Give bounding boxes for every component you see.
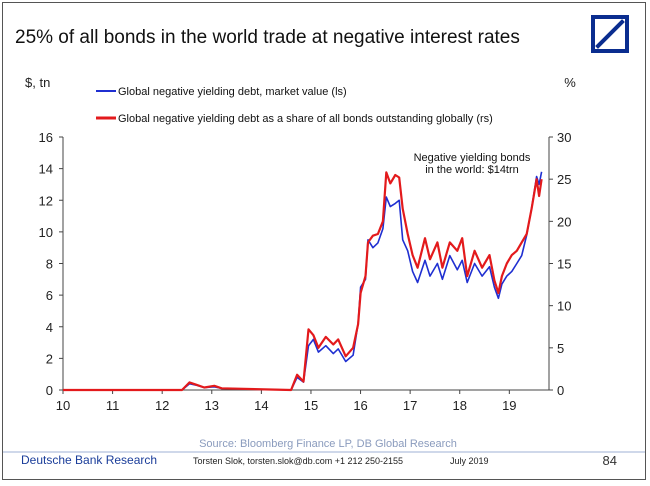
y-left-tick-label: 16	[39, 130, 53, 145]
x-tick-label: 18	[453, 398, 467, 413]
y-left-tick-label: 14	[39, 162, 53, 177]
annotation-text: in the world: $14trn	[425, 164, 519, 176]
y-left-tick-label: 8	[46, 257, 53, 272]
y-right-tick-label: 30	[557, 130, 571, 145]
page-number: 84	[603, 453, 617, 468]
series-group	[63, 172, 542, 390]
x-tick-label: 13	[205, 398, 219, 413]
y-right-axis-label: %	[564, 75, 576, 90]
y-left-tick-label: 6	[46, 288, 53, 303]
x-tick-label: 17	[403, 398, 417, 413]
y-left-tick-label: 12	[39, 193, 53, 208]
y-left-tick-label: 2	[46, 351, 53, 366]
y-left-axis-label: $, tn	[25, 75, 50, 90]
series-line-market-value	[63, 172, 542, 390]
footer-org: Deutsche Bank Research	[21, 453, 157, 467]
y-right-tick-label: 10	[557, 299, 571, 314]
legend-label: Global negative yielding debt as a share…	[118, 113, 493, 125]
legend-label: Global negative yielding debt, market va…	[118, 86, 347, 98]
axes-group	[3, 137, 646, 452]
x-tick-label: 11	[106, 398, 120, 413]
x-tick-label: 10	[56, 398, 70, 413]
series-line-share	[63, 172, 542, 390]
labels-group: 10 11 12 13 14 15 16 17 18 19 0 2 4 6 8 10 12 14 16 0 5 10 15 2…	[25, 75, 576, 450]
annotation-text: Negative yielding bonds	[414, 152, 531, 164]
x-tick-label: 14	[254, 398, 268, 413]
y-right-tick-label: 25	[557, 172, 571, 187]
y-right-tick-label: 0	[557, 383, 564, 398]
y-right-tick-label: 5	[557, 341, 564, 356]
y-left-tick-label: 10	[39, 225, 53, 240]
footer-date: July 2019	[450, 456, 489, 466]
footer-contact: Torsten Slok, torsten.slok@db.com +1 212…	[193, 456, 403, 466]
x-tick-label: 15	[304, 398, 318, 413]
y-right-tick-label: 20	[557, 214, 571, 229]
chart-page: 25% of all bonds in the world trade at n…	[2, 2, 646, 480]
y-left-tick-label: 4	[46, 320, 53, 335]
x-tick-label: 19	[502, 398, 516, 413]
y-right-tick-label: 15	[557, 257, 571, 272]
chart-svg: 10 11 12 13 14 15 16 17 18 1902468101214160510152…	[3, 3, 646, 480]
source-note: Source: Bloomberg Finance LP, DB Global …	[199, 438, 457, 450]
x-tick-label: 12	[155, 398, 169, 413]
x-tick-label: 16	[353, 398, 367, 413]
y-left-tick-label: 0	[46, 383, 53, 398]
